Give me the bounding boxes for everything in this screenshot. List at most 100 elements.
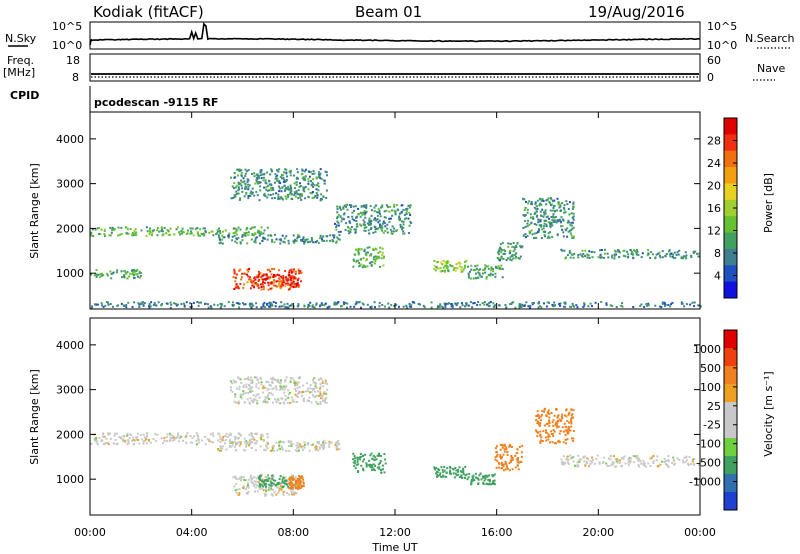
colorbar-tick-label-3: 25 (707, 400, 721, 413)
echo-region-3 (258, 474, 290, 488)
freq-tick-top: 18 (66, 54, 80, 67)
colorbar-swatch-5 (724, 199, 737, 217)
velocity-axes: 1000 2000 3000 4000 (56, 318, 701, 515)
nsky-panel-frame (89, 21, 701, 50)
nsky-trace (89, 22, 701, 46)
power-colorbar: 4 8 12 16 20 24 28 (707, 117, 738, 299)
time-axis-label: Time UT (371, 541, 417, 554)
time-tick-label-3: 12:00 (379, 526, 411, 539)
time-axis-ticks: 00:00 04:00 08:00 12:00 16:00 20:00 00:00 (74, 526, 716, 539)
colorbar-tick-label-1: 500 (700, 362, 721, 375)
echo-region-5 (229, 376, 329, 405)
nsky-tick-bottom: 10^0 (52, 39, 82, 52)
echo-region-4 (90, 268, 142, 280)
freq-label: Freq. (7, 54, 34, 67)
colorbar-swatch-1 (724, 348, 737, 367)
time-tick-label-5: 20:00 (582, 526, 614, 539)
colorbar-swatch-8 (724, 474, 737, 493)
nsearch-tick-bottom: 10^0 (707, 39, 737, 52)
colorbar-tick-label-3: 16 (707, 202, 721, 215)
colorbar-tick-label-4: 20 (707, 180, 721, 193)
echo-region-8 (466, 472, 496, 486)
colorbar-tick-label-1: 8 (714, 247, 721, 260)
colorbar-swatch-0 (724, 118, 737, 135)
nsky-label: N.Sky (5, 32, 37, 45)
colorbar-swatch-7 (724, 456, 737, 475)
colorbar-swatch-2 (724, 150, 737, 168)
colorbar-tick-label-6: -500 (696, 457, 721, 470)
cpid-label: CPID (10, 89, 39, 102)
colorbar-tick-label-0: 4 (714, 270, 721, 283)
echo-region-1 (217, 439, 341, 452)
y-tick-label-1: 2000 (56, 428, 84, 441)
echo-region-9 (467, 264, 504, 280)
colorbar-swatch-4 (724, 402, 737, 421)
colorbar-swatch-9 (724, 265, 737, 283)
velocity-panel: 1000 2000 3000 4000 Slant Range [km] 1000 50… (28, 317, 775, 516)
colorbar-swatch-8 (724, 248, 737, 266)
colorbar-swatch-2 (724, 366, 737, 385)
colorbar-swatch-1 (724, 134, 737, 152)
colorbar-swatch-6 (724, 438, 737, 457)
colorbar-swatch-3 (724, 384, 737, 403)
echo-region-6 (352, 452, 387, 474)
velocity-panel-frame (89, 317, 701, 516)
colorbar-tick-label-6: 28 (707, 135, 721, 148)
colorbar-tick-label-0: 1000 (693, 343, 721, 356)
echo-region-10 (534, 407, 575, 445)
echo-region-11 (522, 197, 575, 240)
time-tick-label-2: 08:00 (277, 526, 309, 539)
power-colorbar-label: Power [dB] (762, 173, 775, 233)
date-title: 19/Aug/2016 (588, 3, 685, 21)
echo-region-9 (494, 443, 524, 472)
y-tick-label-3: 4000 (56, 133, 84, 146)
power-ylabel: Slant Range [km] (28, 163, 41, 259)
time-tick-label-0: 00:00 (74, 526, 106, 539)
freq-unit-label: [MHz] (3, 66, 35, 79)
nave-tick-bottom: 0 (707, 71, 714, 84)
nsearch-tick-top: 10^5 (707, 20, 737, 33)
velocity-echo-layer (90, 376, 702, 497)
colorbar-swatch-10 (724, 281, 737, 299)
colorbar-swatch-5 (724, 420, 737, 439)
power-axes: 1000 2000 3000 4000 (56, 112, 701, 309)
power-echo-layer (90, 168, 702, 309)
y-tick-label-3: 4000 (56, 339, 84, 352)
echo-region-10 (496, 242, 524, 262)
velocity-colorbar: 1000 500 100 25 -25 -100 -500 -1000 (689, 329, 738, 511)
power-panel: 1000 2000 3000 4000 Slant Range [km] 4 8 12 16… (28, 111, 775, 310)
colorbar-swatch-7 (724, 232, 737, 250)
colorbar-swatch-0 (724, 330, 737, 349)
colorbar-swatch-6 (724, 216, 737, 234)
colorbar-tick-label-5: -100 (696, 438, 721, 451)
echo-region-0 (90, 226, 269, 238)
colorbar-tick-label-7: -1000 (689, 476, 721, 489)
nsky-tick-top: 10^5 (52, 20, 82, 33)
time-tick-label-1: 04:00 (176, 526, 208, 539)
colorbar-tick-label-5: 24 (707, 157, 721, 170)
echo-region-0 (90, 432, 269, 446)
colorbar-swatch-9 (724, 492, 737, 511)
echo-region-8 (433, 259, 468, 273)
velocity-colorbar-label: Velocity [m s⁻¹] (762, 371, 775, 456)
time-tick-label-6: 00:00 (684, 526, 716, 539)
colorbar-tick-label-2: 100 (700, 381, 721, 394)
colorbar-tick-label-2: 12 (707, 225, 721, 238)
echo-region-6 (334, 203, 413, 235)
echo-region-4 (288, 475, 305, 490)
y-tick-label-1: 2000 (56, 222, 84, 235)
time-tick-label-4: 16:00 (481, 526, 513, 539)
colorbar-swatch-4 (724, 183, 737, 201)
echo-region-3 (252, 273, 300, 289)
y-tick-label-0: 1000 (56, 473, 84, 486)
velocity-ylabel: Slant Range [km] (28, 369, 41, 465)
nave-label: Nave (757, 62, 785, 75)
nsearch-label: N.Search (745, 32, 795, 45)
echo-region-12 (560, 248, 701, 260)
freq-panel-frame (89, 53, 701, 82)
nave-tick-top: 60 (707, 54, 721, 67)
echo-region-1 (217, 233, 341, 245)
echo-region-13 (90, 300, 702, 309)
colorbar-frame (723, 329, 738, 511)
